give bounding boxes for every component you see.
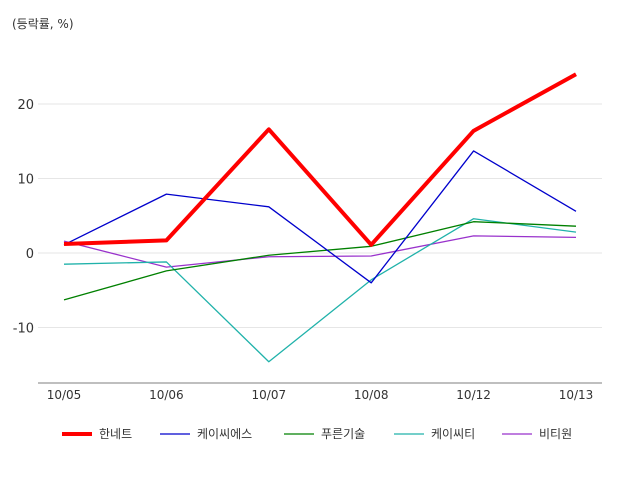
legend-label: 한네트 [99, 427, 132, 441]
legend-label: 비티원 [539, 427, 572, 441]
y-tick-label: 10 [17, 173, 34, 188]
legend-item[interactable]: 한네트 [62, 427, 132, 441]
series-line [63, 150, 577, 284]
x-tick-label: 10/13 [559, 388, 594, 402]
x-tick-label: 10/08 [354, 388, 389, 402]
y-tick-label: 20 [17, 98, 34, 113]
x-tick-label: 10/06 [149, 388, 184, 402]
y-tick-label: 0 [26, 247, 34, 262]
x-tick-label: 10/07 [252, 388, 287, 402]
series-line [63, 72, 577, 247]
y-axis-label: (등락률, %) [12, 17, 74, 31]
legend-label: 푸른기술 [321, 427, 365, 441]
legend-label: 케이씨티 [431, 427, 475, 441]
legend-item[interactable]: 비티원 [502, 427, 572, 441]
x-tick-label: 10/05 [47, 388, 82, 402]
legend-item[interactable]: 케이씨에스 [160, 427, 252, 441]
series-line [63, 218, 577, 363]
series-line [63, 221, 577, 301]
x-tick-label: 10/12 [456, 388, 491, 402]
y-tick-label: -10 [13, 322, 34, 337]
legend-label: 케이씨에스 [197, 427, 252, 441]
legend-item[interactable]: 케이씨티 [394, 427, 475, 441]
legend-item[interactable]: 푸른기술 [284, 427, 365, 441]
